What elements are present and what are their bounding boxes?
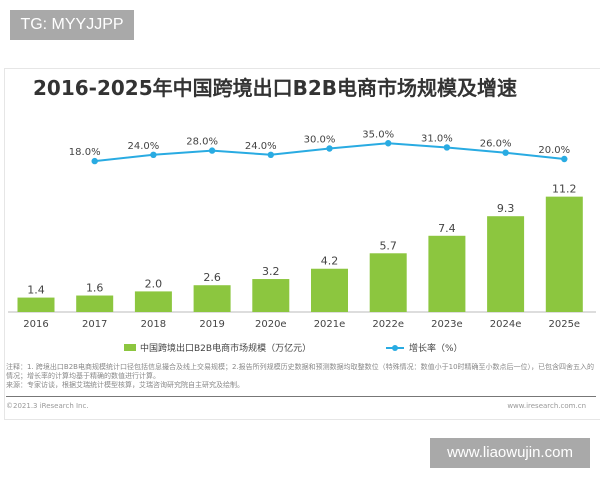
x-tick-label: 2020e bbox=[255, 319, 287, 330]
legend-line-marker bbox=[392, 345, 398, 351]
bar bbox=[428, 235, 466, 312]
bar-label: 7.4 bbox=[438, 222, 456, 235]
growth-point bbox=[502, 149, 509, 156]
chart-title: 2016-2025年中国跨境出口B2B电商市场规模及增速 bbox=[33, 76, 518, 100]
growth-point bbox=[326, 145, 333, 152]
growth-point bbox=[561, 155, 568, 163]
growth-label: 31.0% bbox=[421, 133, 453, 144]
bar-label: 1.4 bbox=[27, 284, 45, 297]
growth-point bbox=[443, 144, 451, 151]
growth-point bbox=[150, 151, 157, 158]
growth-label: 24.0% bbox=[128, 141, 160, 152]
x-tick-label: 2025e bbox=[548, 319, 580, 330]
bar bbox=[487, 216, 525, 312]
legend-line-label: 增长率（%） bbox=[409, 342, 463, 354]
x-tick-label: 2019 bbox=[199, 319, 224, 330]
growth-label: 24.0% bbox=[245, 141, 277, 152]
growth-point bbox=[91, 157, 98, 165]
bar-label: 5.7 bbox=[379, 239, 397, 252]
bar bbox=[252, 279, 290, 312]
growth-label: 18.0% bbox=[69, 147, 101, 158]
site-url: www.iresearch.com.cn bbox=[507, 402, 586, 410]
bar-label: 3.2 bbox=[262, 265, 280, 278]
bar-label: 9.3 bbox=[497, 202, 515, 215]
bar bbox=[76, 295, 114, 312]
growth-point bbox=[385, 140, 392, 147]
bar bbox=[545, 196, 583, 312]
x-tick-label: 2016 bbox=[23, 319, 48, 330]
bar bbox=[193, 285, 231, 312]
bar-label: 11.2 bbox=[552, 183, 577, 196]
growth-label: 35.0% bbox=[362, 129, 394, 140]
legend-bar-swatch bbox=[124, 344, 136, 351]
bar bbox=[134, 291, 172, 312]
bar bbox=[17, 297, 55, 312]
x-tick-label: 2022e bbox=[372, 319, 404, 330]
x-tick-label: 2024e bbox=[490, 319, 522, 330]
divider bbox=[6, 396, 596, 397]
bar-label: 2.6 bbox=[203, 271, 221, 284]
bar bbox=[311, 268, 348, 312]
source-text: 来源：专家访谈，根据艾瑞统计模型核算，艾瑞咨询研究院自主研究及绘制。 bbox=[6, 381, 244, 389]
growth-label: 26.0% bbox=[480, 139, 512, 150]
x-tick-label: 2023e bbox=[431, 319, 463, 330]
growth-point bbox=[208, 147, 216, 154]
x-tick-label: 2018 bbox=[141, 319, 166, 330]
watermark-tag: TG: MYYJJPP bbox=[10, 10, 134, 40]
notes: 注释：1. 跨境出口B2B电商规模统计口径包括信息撮合及线上交易规模；2.报告所… bbox=[6, 363, 596, 390]
bar-label: 4.2 bbox=[321, 255, 339, 268]
growth-label: 30.0% bbox=[304, 135, 336, 146]
bar bbox=[369, 253, 407, 312]
legend-bar-label: 中国跨境出口B2B电商市场规模（万亿元） bbox=[140, 342, 311, 354]
watermark-site: www.liaowujin.com bbox=[430, 438, 590, 468]
bar-label: 2.0 bbox=[145, 277, 163, 290]
bar-label: 1.6 bbox=[86, 282, 104, 295]
notes-text: 注释：1. 跨境出口B2B电商规模统计口径包括信息撮合及线上交易规模；2.报告所… bbox=[6, 363, 595, 380]
x-tick-label: 2017 bbox=[82, 319, 107, 330]
x-tick-label: 2021e bbox=[314, 319, 346, 330]
growth-point bbox=[267, 151, 274, 158]
growth-label: 20.0% bbox=[538, 145, 570, 156]
copyright: ©2021.3 iResearch Inc. bbox=[6, 402, 89, 410]
growth-label: 28.0% bbox=[186, 137, 218, 148]
